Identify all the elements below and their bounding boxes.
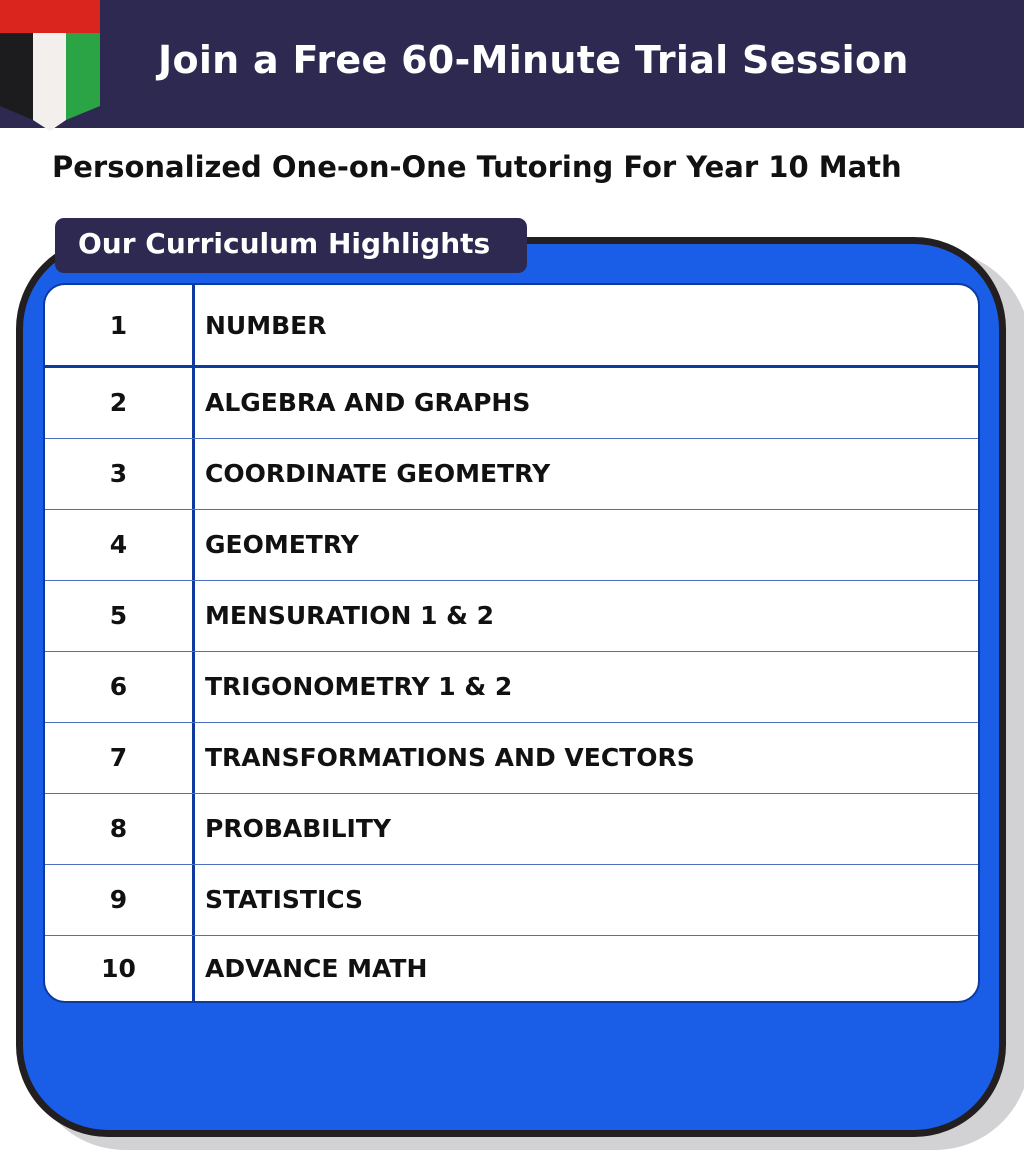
row-topic: MENSURATION 1 & 2 xyxy=(205,600,495,630)
table-row: 1 NUMBER xyxy=(45,285,978,368)
table-row: 4 GEOMETRY xyxy=(45,510,978,581)
row-number: 9 xyxy=(109,884,128,914)
row-number: 2 xyxy=(109,387,128,417)
row-number: 1 xyxy=(109,310,128,340)
row-number: 10 xyxy=(101,953,136,983)
table-row: 10 ADVANCE MATH xyxy=(45,936,978,1001)
header-banner: Join a Free 60-Minute Trial Session xyxy=(0,0,1024,131)
column-divider xyxy=(192,285,195,1001)
row-topic: TRIGONOMETRY 1 & 2 xyxy=(205,671,513,701)
row-number: 8 xyxy=(109,813,128,843)
table-row: 7 TRANSFORMATIONS AND VECTORS xyxy=(45,723,978,794)
curriculum-table: 1 NUMBER 2 ALGEBRA AND GRAPHS 3 COORDINATE GE… xyxy=(43,283,980,1003)
table-row: 8 PROBABILITY xyxy=(45,794,978,865)
row-number: 7 xyxy=(109,742,128,772)
table-row: 3 COORDINATE GEOMETRY xyxy=(45,439,978,510)
row-topic: COORDINATE GEOMETRY xyxy=(205,458,551,488)
curriculum-tab: Our Curriculum Highlights xyxy=(55,218,527,273)
row-topic: NUMBER xyxy=(205,310,327,340)
header-title: Join a Free 60-Minute Trial Session xyxy=(158,38,909,82)
row-number: 4 xyxy=(109,529,128,559)
table-row: 6 TRIGONOMETRY 1 & 2 xyxy=(45,652,978,723)
uae-flag-icon xyxy=(0,0,100,131)
row-number: 6 xyxy=(109,671,128,701)
row-topic: ADVANCE MATH xyxy=(205,953,428,983)
row-topic: GEOMETRY xyxy=(205,529,359,559)
table-row: 2 ALGEBRA AND GRAPHS xyxy=(45,368,978,439)
row-topic: ALGEBRA AND GRAPHS xyxy=(205,387,531,417)
row-topic: PROBABILITY xyxy=(205,813,391,843)
row-topic: STATISTICS xyxy=(205,884,364,914)
row-number: 5 xyxy=(109,600,128,630)
row-number: 3 xyxy=(109,458,128,488)
table-row: 5 MENSURATION 1 & 2 xyxy=(45,581,978,652)
curriculum-tab-label: Our Curriculum Highlights xyxy=(78,227,491,260)
page-subtitle: Personalized One-on-One Tutoring For Yea… xyxy=(52,150,902,184)
table-row: 9 STATISTICS xyxy=(45,865,978,936)
row-topic: TRANSFORMATIONS AND VECTORS xyxy=(205,742,695,772)
